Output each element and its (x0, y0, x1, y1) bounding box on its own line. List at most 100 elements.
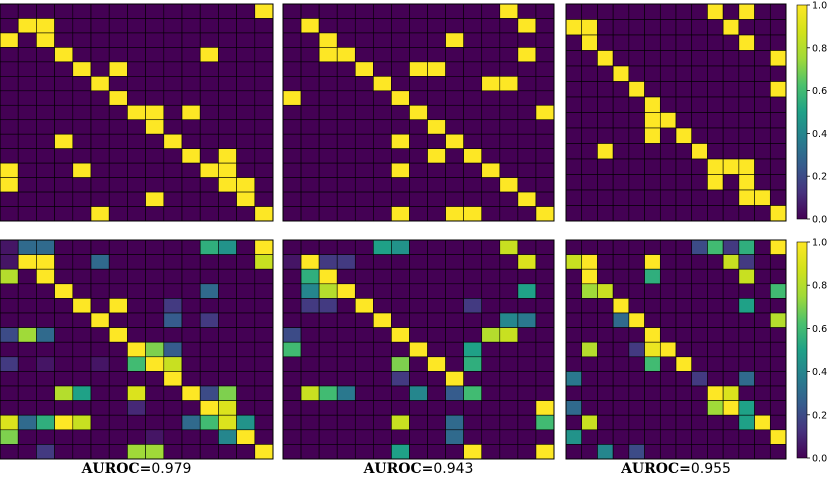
heatmap-cell (628, 298, 645, 314)
heatmap-cell (145, 90, 165, 106)
heatmap-cell (318, 162, 338, 178)
heatmap-cell (236, 90, 256, 106)
heatmap-cell (336, 177, 356, 193)
heatmap-cell (163, 32, 183, 48)
heatmap-cell (445, 444, 464, 460)
heatmap-cell (145, 414, 165, 431)
heatmap-cell (427, 162, 446, 178)
heatmap-cell (108, 356, 128, 372)
heatmap-cell (54, 414, 74, 431)
heatmap-cell (427, 327, 446, 343)
heatmap-cell (108, 162, 128, 178)
heatmap-cell (354, 298, 374, 314)
heatmap-cell (535, 356, 555, 372)
colorbar-tick-label: 0.6 (812, 324, 827, 335)
heatmap-cell (427, 356, 446, 372)
heatmap-cell (72, 268, 92, 285)
heatmap-cell (644, 65, 661, 82)
heatmap-cell (90, 148, 110, 164)
heatmap-cell (738, 385, 755, 401)
heatmap-cell (72, 162, 92, 178)
heatmap-cell (409, 76, 428, 92)
heatmap-cell (108, 327, 128, 343)
heatmap-cell (282, 191, 302, 207)
heatmap-cell (145, 133, 165, 149)
heatmap-cell (409, 414, 428, 431)
heatmap-cell (108, 133, 128, 149)
heatmap-cell (254, 76, 274, 92)
heatmap-cell (0, 90, 19, 106)
heatmap-border (565, 239, 787, 460)
auroc-prefix: AUROC= (81, 461, 152, 477)
heatmap-cell (754, 298, 771, 314)
heatmap-cell (254, 268, 274, 285)
heatmap-cell (517, 3, 537, 19)
heatmap-cell (127, 191, 146, 207)
auroc-label: AUROC=0.943 (363, 461, 474, 477)
heatmap-cell (581, 429, 598, 445)
heatmap-cell (691, 298, 708, 314)
heatmap-cell (236, 298, 256, 314)
heatmap-cell (0, 47, 19, 63)
heatmap-cell (535, 206, 555, 222)
heatmap-cell (181, 133, 201, 149)
heatmap-cell (769, 254, 787, 270)
heatmap-cell (127, 327, 146, 343)
heatmap-cell (499, 429, 519, 445)
heatmap-cell (163, 429, 183, 445)
heatmap-cell (691, 189, 708, 206)
heatmap-cell (54, 327, 74, 343)
heatmap-cell (535, 191, 555, 207)
heatmap-cell (517, 327, 537, 343)
heatmap-cell (707, 158, 724, 175)
heatmap-cell (300, 119, 320, 135)
heatmap-cell (90, 312, 110, 328)
heatmap-cell (318, 148, 338, 164)
heatmap-border (0, 3, 274, 222)
heatmap-cell (254, 371, 274, 387)
heatmap-cell (463, 268, 483, 285)
heatmap-cell (108, 385, 128, 401)
heatmap-cell (17, 119, 37, 135)
heatmap-cell (318, 283, 338, 299)
heatmap-cell (691, 112, 708, 129)
colorbar-tick-label: 1.0 (812, 1, 827, 12)
heatmap-cell (199, 61, 219, 77)
heatmap-cell (163, 119, 183, 135)
heatmap-cell (236, 191, 256, 207)
heatmap-cell (199, 327, 219, 343)
heatmap-cell (463, 162, 483, 178)
heatmap-cell (628, 127, 645, 144)
heatmap-pred-3 (565, 239, 787, 460)
heatmap-cell (318, 177, 338, 193)
colorbar-tick-label: 0.0 (812, 215, 827, 226)
heatmap-cell (236, 47, 256, 63)
heatmap-cell (499, 312, 519, 328)
heatmap-cell (644, 127, 661, 144)
heatmap-cell (282, 32, 302, 48)
heatmap-cell (499, 47, 519, 63)
heatmap-cell (738, 312, 755, 328)
heatmap-cell (659, 112, 677, 129)
heatmap-cell (181, 148, 201, 164)
heatmap-cell (300, 148, 320, 164)
heatmap-cell (517, 268, 537, 285)
heatmap-cell (499, 385, 519, 401)
heatmap-cell (54, 90, 74, 106)
heatmap-cell (54, 133, 74, 149)
heatmap-cell (282, 312, 302, 328)
heatmap-cell (17, 414, 37, 431)
heatmap-cell (72, 414, 92, 431)
heatmap-cell (675, 385, 693, 401)
heatmap-cell (445, 148, 464, 164)
heatmap-cell (90, 239, 110, 255)
heatmap-cell (517, 61, 537, 77)
heatmap-cell (675, 127, 693, 144)
heatmap-cell (565, 34, 583, 51)
heatmap-cell (282, 356, 302, 372)
heatmap-cell (597, 444, 614, 460)
heatmap-cell (722, 327, 740, 343)
heatmap-cell (597, 127, 614, 144)
heatmap-cell (427, 32, 446, 48)
heatmap-cell (597, 268, 614, 285)
